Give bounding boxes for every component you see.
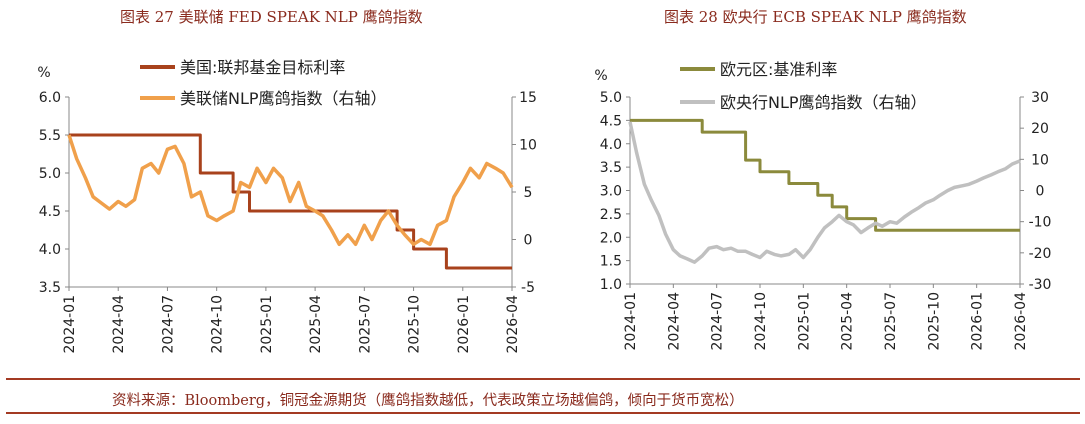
x-tick-label: 2024-01 xyxy=(623,292,639,351)
y-left-tick-label: 5.0 xyxy=(600,90,622,106)
y-left-tick-label: 4.5 xyxy=(39,204,61,220)
y-right-tick-label: 10 xyxy=(1031,152,1049,168)
y-left-tick-label: 3.5 xyxy=(600,160,622,176)
x-tick-label: 2024-10 xyxy=(753,292,769,351)
legend-label-1: 美联储NLP鹰鸽指数（右轴） xyxy=(180,89,387,108)
x-tick-label: 2025-07 xyxy=(357,295,373,354)
x-tick-label: 2025-10 xyxy=(407,295,423,354)
y-left-tick-label: 1.0 xyxy=(600,277,622,293)
series-line-1 xyxy=(628,121,1021,264)
y-right-tick-label: 20 xyxy=(1031,121,1049,137)
source-note: 资料来源：Bloomberg，铜冠金源期货（鹰鸽指数越低，代表政策立场越偏鸽，倾… xyxy=(112,393,744,409)
x-tick-label: 2024-10 xyxy=(210,295,226,354)
y-left-tick-label: 2.5 xyxy=(600,207,622,223)
divider-bottom xyxy=(6,412,1080,414)
x-tick-label: 2024-04 xyxy=(111,295,127,354)
x-tick-label: 2025-01 xyxy=(259,295,275,354)
x-tick-label: 2024-04 xyxy=(666,292,682,351)
y-left-tick-label: 6.0 xyxy=(39,90,61,106)
x-tick-label: 2026-01 xyxy=(970,292,986,351)
y-left-unit-label: % xyxy=(594,68,607,84)
y-left-tick-label: 4.0 xyxy=(39,242,61,258)
ecb-chart: 1.0 1.5 2.0 2.5 3.0 3.5 4.0 4.5 5.0 -30 -20 -10 0 10 2… xyxy=(594,60,1051,351)
x-tick-label: 2025-10 xyxy=(926,292,942,351)
x-tick-label: 2025-04 xyxy=(840,292,856,351)
chart-title-fed: 图表 27 美联储 FED SPEAK NLP 鹰鸽指数 xyxy=(120,8,423,26)
x-tick-label: 2026-04 xyxy=(1013,292,1029,351)
y-right-tick-label: -30 xyxy=(1029,277,1052,293)
y-right-tick-label: -5 xyxy=(521,280,535,296)
legend-label-1: 欧央行NLP鹰鸽指数（右轴） xyxy=(720,93,927,112)
legend-label-0: 欧元区:基准利率 xyxy=(720,60,837,79)
y-right-tick-label: -20 xyxy=(1029,246,1052,262)
x-tick-label: 2026-01 xyxy=(456,295,472,354)
legend-label-0: 美国:联邦基金目标利率 xyxy=(180,58,345,77)
y-left-tick-label: 2.0 xyxy=(600,230,622,246)
x-tick-label: 2025-01 xyxy=(796,292,812,351)
y-right-tick-label: 15 xyxy=(519,90,537,106)
chart-title-ecb: 图表 28 欧央行 ECB SPEAK NLP 鹰鸽指数 xyxy=(664,8,967,26)
y-right-tick-label: 10 xyxy=(519,138,537,154)
x-tick-label: 2024-01 xyxy=(62,295,78,354)
x-tick-label: 2024-07 xyxy=(160,295,176,354)
series-line-1 xyxy=(67,134,514,247)
y-right-tick-label: 0 xyxy=(524,233,533,249)
x-tick-label: 2024-07 xyxy=(710,292,726,351)
y-left-tick-label: 4.0 xyxy=(600,137,622,153)
series-line-0 xyxy=(69,133,512,270)
y-left-tick-label: 1.5 xyxy=(600,254,622,270)
series-line-0 xyxy=(630,118,1020,232)
y-left-tick-label: 3.0 xyxy=(600,184,622,200)
x-tick-label: 2026-04 xyxy=(505,295,521,354)
fed-chart: 3.5 4.0 4.5 5.0 5.5 6.0 -5 0 5 10 15% 2024-01 2024-0… xyxy=(37,58,537,354)
y-left-tick-label: 5.5 xyxy=(39,128,61,144)
y-left-tick-label: 4.5 xyxy=(600,113,622,129)
x-tick-label: 2025-07 xyxy=(883,292,899,351)
y-right-tick-label: 30 xyxy=(1031,90,1049,106)
y-right-tick-label: -10 xyxy=(1029,215,1052,231)
y-right-tick-label: 0 xyxy=(1036,184,1045,200)
y-left-tick-label: 5.0 xyxy=(39,166,61,182)
y-left-tick-label: 3.5 xyxy=(39,280,61,296)
y-right-tick-label: 5 xyxy=(524,185,533,201)
divider-top xyxy=(6,378,1080,380)
x-tick-label: 2025-04 xyxy=(308,295,324,354)
y-left-unit-label: % xyxy=(37,65,50,81)
